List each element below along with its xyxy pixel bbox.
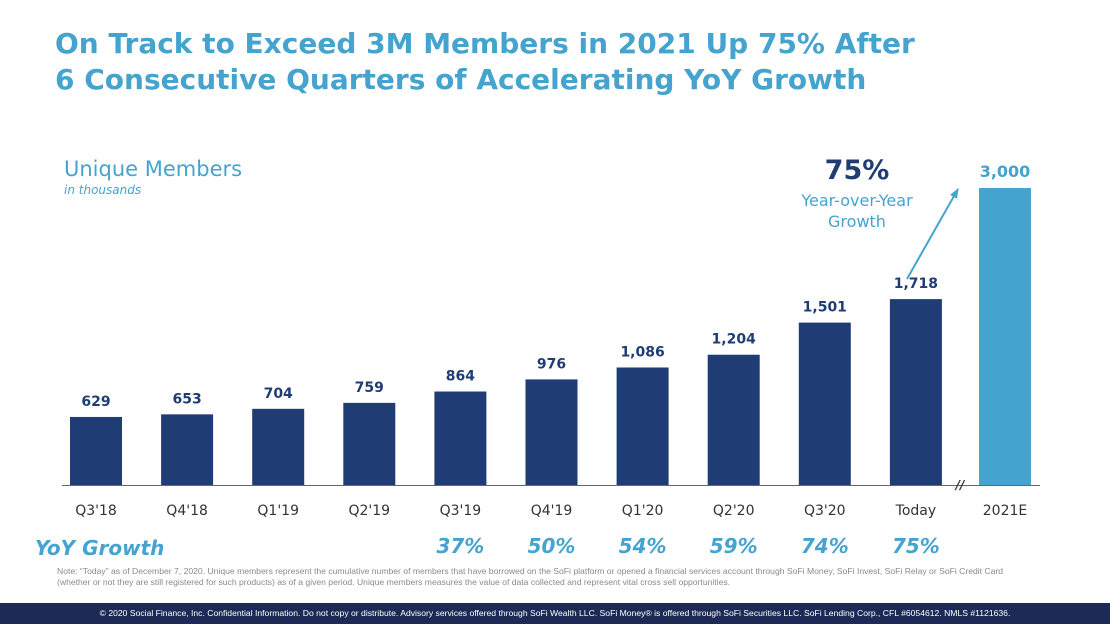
bar-value-label: 653 <box>172 391 201 407</box>
bar-value-label: 976 <box>537 356 566 372</box>
chart-subtitle: Unique Members <box>64 157 243 181</box>
bar-value-label: 1,086 <box>620 344 664 360</box>
bar-Q1'20 <box>616 367 669 485</box>
bar-chart: 629 Q3'18 653 Q4'18 704 Q1'19 759 Q2'19 864 Q3'19… <box>62 162 1040 519</box>
bar-value-label: 1,718 <box>894 276 938 292</box>
yoy-growth-value: 74% <box>800 534 849 558</box>
footer-bar: © 2020 Social Finance, Inc. Confidential… <box>0 603 1110 624</box>
yoy-growth-value: 54% <box>618 534 667 558</box>
page-title: On Track to Exceed 3M Members in 2021 Up… <box>55 26 1055 98</box>
bar-Q3'19 <box>434 391 487 485</box>
bar-value-label: 3,000 <box>980 162 1031 181</box>
bar-Q2'20 <box>707 354 760 485</box>
chart-unit: in thousands <box>64 183 142 197</box>
bar-Q3'18 <box>70 416 122 485</box>
x-tick-label: Q1'19 <box>257 503 299 519</box>
x-tick-label: Q2'20 <box>713 503 755 519</box>
bar-Q2'19 <box>343 402 396 485</box>
bar-value-label: 704 <box>264 386 293 402</box>
yoy-growth-value: 37% <box>436 534 485 558</box>
yoy-growth-label: YoY Growth <box>35 536 165 560</box>
footnote: Note: “Today” as of December 7, 2020. Un… <box>57 566 1004 587</box>
x-tick-label: Q4'18 <box>166 503 208 519</box>
title-line-1: On Track to Exceed 3M Members in 2021 Up… <box>55 27 915 60</box>
bar-Q1'19 <box>252 408 305 485</box>
x-tick-label: Q4'19 <box>531 503 573 519</box>
bar-Q4'18 <box>161 414 214 485</box>
x-tick-label: 2021E <box>983 503 1027 519</box>
bar-value-label: 759 <box>355 380 384 396</box>
bar-Q3'20 <box>798 322 851 485</box>
bar-Q4'19 <box>525 379 578 485</box>
growth-callout-percent: 75% <box>824 155 890 186</box>
growth-callout-line-1: Year-over-Year <box>801 191 913 210</box>
bar-value-label: 629 <box>81 394 110 410</box>
yoy-growth-value: 75% <box>891 534 940 558</box>
growth-arrow <box>906 188 959 280</box>
x-tick-label: Q3'19 <box>440 503 482 519</box>
x-tick-label: Q3'20 <box>804 503 846 519</box>
bar-value-label: 864 <box>446 369 475 385</box>
bar-value-label: 1,501 <box>803 300 847 316</box>
bar-value-label: 1,204 <box>712 332 757 348</box>
bar-Today <box>889 299 942 485</box>
title-line-2: 6 Consecutive Quarters of Accelerating Y… <box>55 63 867 96</box>
growth-callout-line-2: Growth <box>828 212 886 231</box>
x-tick-label: Q3'18 <box>75 503 117 519</box>
yoy-growth-value: 50% <box>527 534 576 558</box>
growth-callout-text: Year-over-Year Growth <box>778 190 936 232</box>
x-tick-label: Q1'20 <box>622 503 664 519</box>
x-tick-label: Q2'19 <box>349 503 391 519</box>
bar-2021E <box>979 188 1031 485</box>
axis-break-marker: // <box>954 478 966 492</box>
x-tick-label: Today <box>895 503 937 519</box>
yoy-growth-value: 59% <box>709 534 758 558</box>
